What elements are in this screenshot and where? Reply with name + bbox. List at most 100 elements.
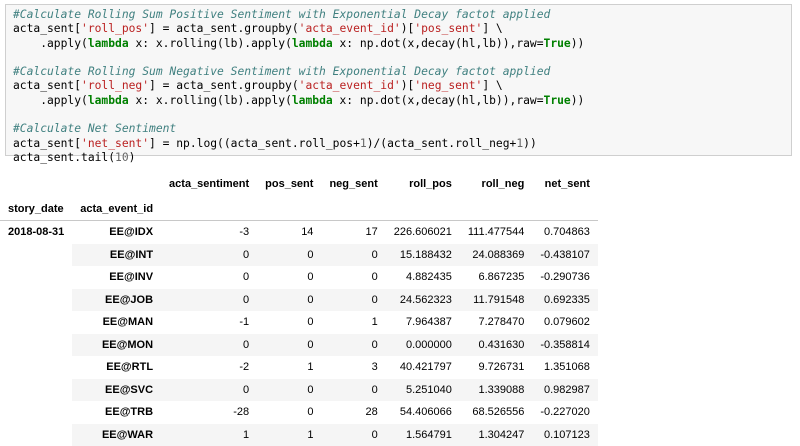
header-spacer — [72, 170, 161, 197]
value-cell: 0 — [321, 334, 385, 357]
code-token: x: np.dot(x,decay(hl,lb)),raw= — [333, 37, 544, 50]
value-cell: 0.107123 — [532, 424, 598, 446]
header-spacer — [161, 197, 257, 221]
code-token: )) — [523, 137, 537, 150]
column-header: roll_neg — [460, 170, 532, 197]
event-id-cell: EE@MON — [72, 334, 161, 357]
value-cell: 11.791548 — [460, 289, 532, 312]
event-id-cell: EE@MAN — [72, 311, 161, 334]
value-cell: 15.188432 — [386, 244, 460, 267]
code-token: acta_sent[ — [13, 22, 81, 35]
column-header: neg_sent — [321, 170, 385, 197]
event-id-cell: EE@WAR — [72, 424, 161, 446]
header-spacer — [460, 197, 532, 221]
column-header: pos_sent — [257, 170, 321, 197]
value-cell: 1 — [257, 356, 321, 379]
column-header: net_sent — [532, 170, 598, 197]
code-token: ] = acta_sent.groupby( — [149, 22, 299, 35]
code-blank-line — [13, 108, 791, 122]
value-cell: 0 — [321, 424, 385, 446]
value-cell: 0.704863 — [532, 221, 598, 244]
value-cell: 24.088369 — [460, 244, 532, 267]
value-cell: 40.421797 — [386, 356, 460, 379]
code-line: #Calculate Net Sentiment — [13, 122, 791, 136]
code-token: acta_sent.tail( — [13, 151, 115, 164]
code-token: .apply( — [13, 94, 88, 107]
code-string: 'acta_event_id' — [299, 22, 401, 35]
code-cell-input[interactable]: #Calculate Rolling Sum Positive Sentimen… — [5, 4, 792, 156]
code-number: 10 — [115, 151, 129, 164]
value-cell: 0 — [257, 401, 321, 424]
value-cell: 4.882435 — [386, 266, 460, 289]
column-header: acta_sentiment — [161, 170, 257, 197]
code-keyword: lambda — [292, 37, 333, 50]
code-keyword: True — [544, 94, 571, 107]
code-keyword: lambda — [292, 94, 333, 107]
code-string: 'roll_pos' — [81, 22, 149, 35]
event-id-cell: EE@TRB — [72, 401, 161, 424]
code-comment: #Calculate Net Sentiment — [13, 122, 176, 135]
event-id-cell: EE@IDX — [72, 221, 161, 244]
code-token: acta_sent[ — [13, 137, 81, 150]
value-cell: -0.227020 — [532, 401, 598, 424]
value-cell: 1.564791 — [386, 424, 460, 446]
code-line: acta_sent['net_sent'] = np.log((acta_sen… — [13, 137, 791, 151]
code-string: 'pos_sent' — [414, 22, 482, 35]
code-keyword: lambda — [88, 37, 129, 50]
value-cell: 5.251040 — [386, 379, 460, 402]
value-cell: 17 — [321, 221, 385, 244]
value-cell: 226.606021 — [386, 221, 460, 244]
value-cell: 0.692335 — [532, 289, 598, 312]
code-string: 'acta_event_id' — [299, 79, 401, 92]
code-token: )[ — [401, 22, 415, 35]
header-spacer — [0, 170, 72, 197]
value-cell: 0.982987 — [532, 379, 598, 402]
value-cell: 0 — [257, 311, 321, 334]
value-cell: 28 — [321, 401, 385, 424]
value-cell: 3 — [321, 356, 385, 379]
value-cell: 24.562323 — [386, 289, 460, 312]
value-cell: 14 — [257, 221, 321, 244]
value-cell: 1 — [321, 311, 385, 334]
index-name-row: story_date acta_event_id — [0, 197, 598, 221]
code-line: acta_sent['roll_pos'] = acta_sent.groupb… — [13, 22, 791, 36]
code-line: #Calculate Rolling Sum Positive Sentimen… — [13, 8, 791, 22]
value-cell: 0 — [257, 266, 321, 289]
code-keyword: True — [544, 37, 571, 50]
code-line: .apply(lambda x: x.rolling(lb).apply(lam… — [13, 94, 791, 108]
code-token: x: np.dot(x,decay(hl,lb)),raw= — [333, 94, 544, 107]
value-cell: -0.438107 — [532, 244, 598, 267]
value-cell: 1 — [161, 424, 257, 446]
code-string: 'net_sent' — [81, 137, 149, 150]
code-token: )[ — [401, 79, 415, 92]
value-cell: 111.477544 — [460, 221, 532, 244]
table-header: acta_sentiment pos_sent neg_sent roll_po… — [0, 170, 598, 221]
value-cell: 7.964387 — [386, 311, 460, 334]
value-cell: 0 — [161, 244, 257, 267]
value-cell: 0 — [161, 266, 257, 289]
code-token: acta_sent[ — [13, 79, 81, 92]
code-string: 'roll_neg' — [81, 79, 149, 92]
code-token: ] \ — [482, 22, 502, 35]
value-cell: 0 — [257, 379, 321, 402]
event-id-cell: EE@RTL — [72, 356, 161, 379]
value-cell: 0 — [321, 244, 385, 267]
value-cell: 0.079602 — [532, 311, 598, 334]
code-token: )) — [571, 37, 585, 50]
value-cell: -0.290736 — [532, 266, 598, 289]
value-cell: 1.304247 — [460, 424, 532, 446]
event-id-cell: EE@SVC — [72, 379, 161, 402]
value-cell: -0.358814 — [532, 334, 598, 357]
value-cell: 0 — [257, 244, 321, 267]
header-spacer — [532, 197, 598, 221]
code-token: )/(acta_sent.roll_neg+ — [367, 137, 517, 150]
